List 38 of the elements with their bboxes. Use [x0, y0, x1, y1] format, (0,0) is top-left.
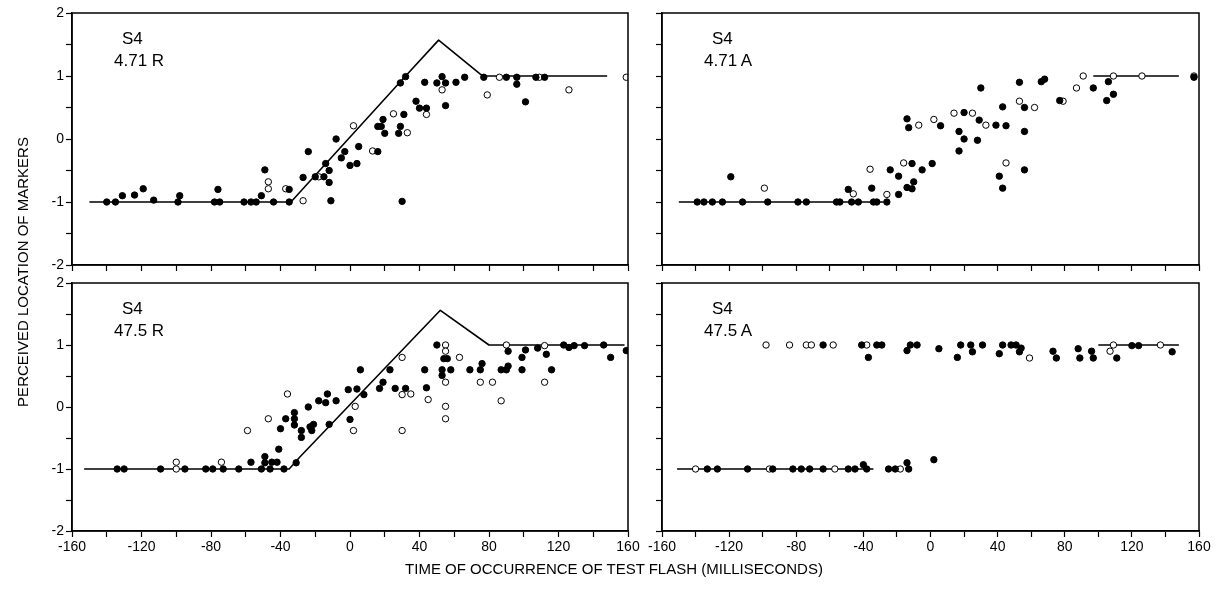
annotation: S4 [712, 29, 733, 49]
x-tick-label: 0 [926, 538, 935, 555]
annotation: 47.5 R [114, 321, 165, 341]
y-tick-label: -2 [51, 521, 65, 538]
annotation: 4.71 R [114, 51, 165, 71]
annotation: 4.71 A [704, 51, 753, 71]
y-tick-label: 2 [56, 273, 65, 290]
x-tick-label: 80 [481, 538, 497, 555]
x-tick-label: -160 [647, 538, 677, 555]
annotation: 47.5 A [704, 321, 753, 341]
x-tick-label: -80 [786, 538, 807, 555]
x-tick-label: 40 [411, 538, 428, 555]
y-tick-label: -2 [51, 255, 65, 272]
x-tick-label: 120 [546, 538, 571, 555]
x-tick-label: 120 [1120, 538, 1144, 555]
y-axis-title: PERCEIVED LOCATION OF MARKERS [13, 137, 31, 407]
y-tick-label: -1 [51, 459, 65, 476]
x-tick-label: 40 [989, 538, 1006, 555]
y-tick-label: 0 [56, 129, 65, 146]
y-tick-label: -1 [51, 192, 65, 209]
x-tick-label: 160 [1187, 538, 1211, 555]
x-tick-label: -40 [853, 538, 874, 555]
y-tick-label: 1 [56, 335, 65, 352]
y-tick-label: 0 [56, 397, 65, 414]
x-tick-label: 80 [1056, 538, 1073, 555]
y-tick-label: 1 [56, 66, 65, 83]
x-tick-label: -80 [200, 538, 222, 555]
x-tick-label: -40 [270, 538, 291, 555]
x-axis-title: TIME OF OCCURRENCE OF TEST FLASH (MILLISECONDS) [404, 560, 824, 577]
x-tick-label: -160 [57, 538, 87, 555]
y-tick-label: 2 [56, 3, 65, 20]
x-tick-label: 160 [616, 538, 640, 555]
x-tick-label: -120 [127, 538, 156, 555]
x-tick-label: 0 [346, 538, 355, 555]
annotation: S4 [712, 299, 733, 319]
annotation: S4 [122, 29, 143, 49]
annotation: S4 [122, 299, 143, 319]
x-tick-label: -120 [715, 538, 744, 555]
